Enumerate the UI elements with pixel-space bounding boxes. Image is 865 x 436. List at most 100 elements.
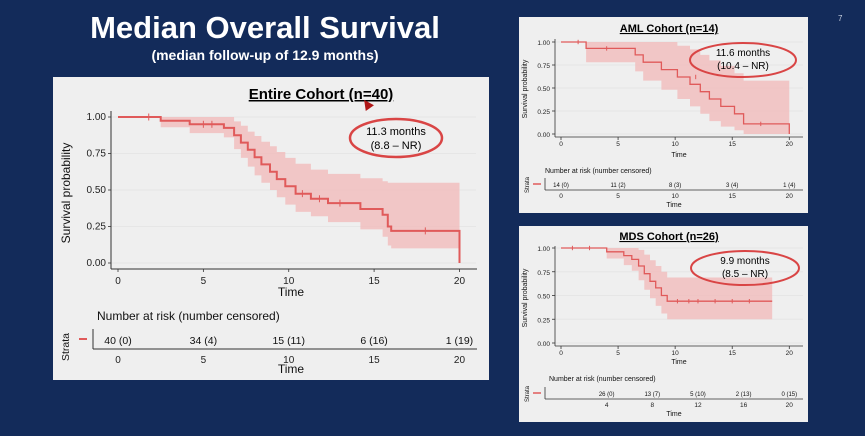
risk-value: 14 (0) [553, 183, 569, 189]
x-tick-label: 15 [729, 141, 737, 148]
strata-label: Strata [525, 176, 531, 193]
risk-x-tick-label: 12 [694, 402, 702, 409]
x-tick-label: 20 [786, 350, 794, 357]
median-ellipse [690, 250, 800, 286]
entire-cohort-title: Entire Cohort (n=40) [249, 86, 394, 103]
risk-value: 0 (15) [781, 392, 797, 398]
mds-cohort-title: MDS Cohort (n=26) [619, 231, 719, 243]
slide-title: Median Overall Survival [90, 10, 440, 45]
mds-cohort-chart: MDS Cohort (n=26) 0.00 0.25 0.50 0.75 1.00 0… [522, 231, 803, 418]
y-axis-label: Survival probability [522, 268, 529, 327]
y-tick-label: 0.50 [537, 86, 550, 93]
x-tick-label: 15 [369, 276, 381, 287]
entire-cohort-panel: Entire Cohort (n=40) 0.00 0.25 0.50 0.75 1.0… [53, 77, 489, 380]
survival-curve [561, 41, 790, 134]
risk-x-tick-label: 0 [559, 193, 563, 200]
y-axis-label: Survival probability [522, 59, 529, 118]
y-tick-label: 0.75 [87, 149, 107, 160]
risk-x-axis-label: Time [666, 411, 681, 418]
risk-x-tick-label: 20 [454, 355, 466, 366]
x-tick-label: 5 [616, 350, 620, 357]
risk-value: 6 (16) [360, 335, 387, 347]
median-ellipse [348, 117, 444, 159]
risk-value: 8 (3) [669, 183, 681, 189]
x-tick-label: 20 [786, 141, 794, 148]
y-tick-label: 0.25 [537, 317, 550, 324]
risk-value: 2 (13) [736, 392, 752, 398]
risk-x-tick-label: 20 [786, 402, 794, 409]
y-tick-label: 0.25 [87, 222, 107, 233]
median-value: 9.9 months [720, 256, 769, 267]
strata-label: Strata [60, 333, 72, 361]
median-value: 11.6 months [716, 48, 770, 59]
risk-x-tick-label: 15 [729, 193, 737, 200]
x-tick-label: 0 [559, 350, 563, 357]
x-tick-label: 15 [729, 350, 737, 357]
risk-value: 11 (2) [610, 183, 625, 189]
risk-x-tick-label: 16 [740, 402, 748, 409]
x-axis-label: Time [671, 152, 686, 159]
x-tick-label: 10 [672, 350, 680, 357]
median-value: 11.3 months [366, 126, 426, 138]
x-tick-label: 0 [559, 141, 563, 148]
y-tick-label: 1.00 [87, 112, 107, 123]
risk-value: 26 (0) [599, 392, 615, 398]
risk-x-tick-label: 8 [651, 402, 655, 409]
confidence-band [118, 117, 460, 249]
risk-value: 3 (4) [726, 183, 738, 189]
median-ci: (10.4 – NR) [717, 61, 769, 72]
risk-x-tick-label: 5 [201, 355, 207, 366]
risk-table-title: Number at risk (number censored) [97, 309, 280, 323]
y-tick-label: 0.00 [537, 341, 550, 348]
risk-value: 34 (4) [190, 335, 217, 347]
risk-x-axis-label: Time [666, 202, 681, 209]
x-tick-label: 5 [616, 141, 620, 148]
risk-value: 1 (4) [783, 183, 795, 189]
x-tick-label: 5 [201, 276, 207, 287]
risk-value: 1 (19) [446, 335, 473, 347]
y-tick-label: 0.75 [537, 63, 550, 70]
x-tick-label: 10 [672, 141, 680, 148]
survival-curve [118, 116, 461, 263]
y-tick-label: 0.50 [537, 294, 550, 301]
page-number: 7 [838, 14, 843, 23]
median-ci: (8.5 – NR) [722, 269, 768, 280]
survival-curve [561, 247, 773, 302]
y-tick-label: 0.00 [537, 132, 550, 139]
risk-x-tick-label: 5 [616, 193, 620, 200]
risk-x-tick-label: 20 [786, 193, 794, 200]
risk-table-title: Number at risk (number censored) [545, 168, 652, 175]
median-ci: (8.8 – NR) [371, 140, 422, 152]
aml-cohort-panel: AML Cohort (n=14) 0.00 0.25 0.50 0.75 1.00 0… [519, 17, 808, 213]
x-tick-label: 20 [454, 276, 466, 287]
x-tick-label: 10 [283, 276, 295, 287]
y-tick-label: 1.00 [537, 40, 550, 47]
median-ellipse [689, 42, 797, 78]
slide-subtitle: (median follow-up of 12.9 months) [151, 47, 379, 63]
y-tick-label: 0.25 [537, 109, 550, 116]
strata-label: Strata [525, 385, 531, 402]
x-axis-label: Time [671, 359, 686, 366]
y-tick-label: 0.00 [87, 258, 107, 269]
y-tick-label: 0.50 [87, 185, 107, 196]
risk-value: 5 (10) [690, 392, 706, 398]
risk-table-title: Number at risk (number censored) [549, 376, 656, 383]
risk-x-tick-label: 10 [283, 355, 295, 366]
y-tick-label: 1.00 [537, 246, 550, 253]
risk-x-tick-label: 15 [369, 355, 381, 366]
risk-value: 40 (0) [104, 335, 131, 347]
x-axis-label: Time [278, 285, 305, 299]
risk-x-tick-label: 4 [605, 402, 609, 409]
risk-value: 13 (7) [644, 392, 660, 398]
x-tick-label: 0 [115, 276, 121, 287]
risk-x-tick-label: 10 [672, 193, 680, 200]
risk-x-tick-label: 0 [115, 355, 121, 366]
risk-value: 15 (11) [272, 335, 305, 347]
aml-cohort-chart: AML Cohort (n=14) 0.00 0.25 0.50 0.75 1.00 0… [522, 23, 803, 209]
risk-x-axis-label: Time [278, 362, 305, 376]
aml-cohort-title: AML Cohort (n=14) [620, 23, 719, 35]
y-tick-label: 0.75 [537, 270, 550, 277]
confidence-band [561, 42, 790, 134]
mds-cohort-panel: MDS Cohort (n=26) 0.00 0.25 0.50 0.75 1.00 0… [519, 226, 808, 422]
y-axis-label: Survival probability [59, 143, 73, 244]
